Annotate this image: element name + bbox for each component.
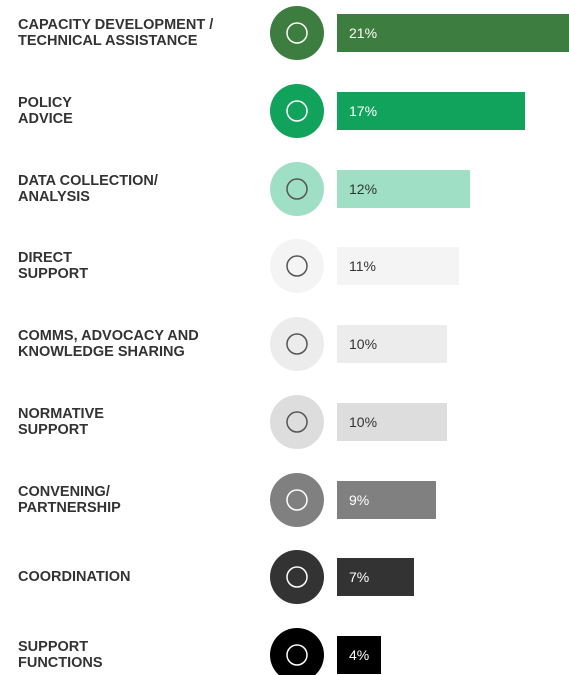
- category-label: CAPACITY DEVELOPMENT / TECHNICAL ASSISTA…: [18, 17, 214, 49]
- value-label: 7%: [349, 569, 370, 586]
- icon: [270, 394, 324, 449]
- icon: [270, 550, 324, 605]
- icon: [270, 472, 324, 527]
- icon: [270, 83, 324, 138]
- bar: [337, 558, 415, 597]
- icon: [270, 161, 324, 216]
- icon: [270, 239, 324, 294]
- icon-glyph: [286, 100, 308, 122]
- value-label: 10%: [349, 413, 378, 430]
- icon-circle: [270, 6, 324, 60]
- bar: [337, 636, 382, 674]
- icon: [270, 628, 324, 675]
- category-label: NORMATIVE SUPPORT: [18, 405, 104, 438]
- icon-glyph: [286, 644, 308, 666]
- icon-glyph: [286, 411, 308, 433]
- icon-glyph: [286, 255, 308, 277]
- value-label: 12%: [349, 180, 378, 197]
- category-label: SUPPORT FUNCTIONS: [18, 639, 103, 671]
- category-label: COORDINATION: [18, 569, 131, 586]
- bar: [337, 247, 459, 286]
- icon-circle: [270, 628, 324, 675]
- bar: [337, 91, 525, 130]
- icon-circle: [270, 161, 324, 216]
- category-label: POLICY ADVICE: [18, 94, 73, 127]
- value-label: 10%: [349, 336, 378, 352]
- value-label: 21%: [349, 25, 378, 41]
- value-label: 11%: [349, 258, 376, 275]
- category-label: CONVENING/ PARTNERSHIP: [18, 483, 121, 516]
- icon-glyph: [286, 488, 308, 511]
- bar: [337, 480, 437, 519]
- value-label: 17%: [349, 102, 378, 119]
- bar: [337, 14, 569, 52]
- category-label: DATA COLLECTION/ ANALYSIS: [18, 172, 158, 205]
- icon-circle: [270, 550, 324, 605]
- icon-glyph: [286, 566, 308, 588]
- value-label: 4%: [349, 647, 370, 663]
- icon-circle: [270, 83, 324, 138]
- icon-glyph: [286, 177, 308, 200]
- icon-glyph: [286, 22, 308, 44]
- bar: [337, 402, 448, 441]
- value-label: 9%: [349, 491, 370, 508]
- bar: [337, 169, 470, 208]
- icon-glyph: [286, 333, 308, 355]
- icon-circle: [270, 472, 324, 527]
- icon: [270, 6, 324, 60]
- icon-circle: [270, 239, 324, 294]
- icon: [270, 317, 324, 371]
- icon-circle: [270, 317, 324, 371]
- category-label: DIRECT SUPPORT: [18, 250, 89, 283]
- icon-circle: [270, 394, 324, 449]
- category-label: COMMS, ADVOCACY AND KNOWLEDGE SHARING: [18, 328, 199, 360]
- bar: [337, 325, 448, 363]
